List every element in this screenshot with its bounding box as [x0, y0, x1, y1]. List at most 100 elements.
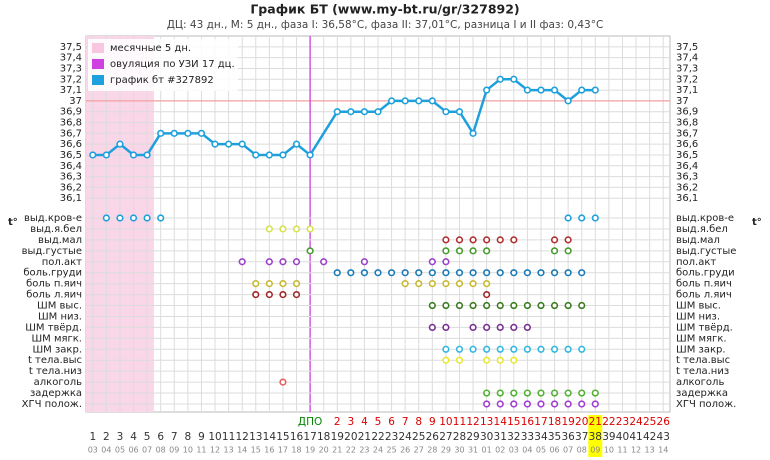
symptom-marker [537, 301, 545, 310]
date-label: 03 [88, 446, 98, 455]
symptom-marker [157, 214, 165, 222]
date-label: 12 [210, 446, 220, 455]
symptom-marker [564, 269, 572, 277]
temperature-point [496, 75, 504, 83]
row-label-right: алкоголь [676, 377, 724, 388]
row-label: пол.акт [42, 257, 82, 268]
symptom-marker [510, 269, 518, 277]
symptom-marker [252, 290, 260, 299]
symptom-marker [523, 345, 531, 353]
symptom-marker [496, 236, 504, 244]
x-tick-label: 9 [198, 431, 205, 443]
symptom-marker [564, 389, 572, 397]
highlight-day [588, 415, 603, 457]
dpo-label: 3 [347, 416, 354, 428]
symptom-marker [279, 378, 287, 386]
symptom-marker [564, 247, 572, 255]
legend-swatch [92, 75, 104, 85]
temperature-point [564, 97, 572, 105]
dpo-label: 14 [494, 416, 508, 428]
row-label-right: t тела.выс [676, 355, 730, 366]
date-label: 06 [128, 446, 138, 455]
row-label: выд.мал [38, 235, 82, 246]
row-label: выд.кров-е [24, 213, 82, 224]
row-label-right: пол.акт [676, 257, 716, 268]
y-tick-label-right: 37,1 [676, 85, 698, 96]
dpo-label: 22 [602, 416, 615, 428]
symptom-marker [265, 225, 273, 233]
row-label: боль л.яич [26, 290, 82, 301]
date-label: 23 [359, 446, 369, 455]
symptom-marker [510, 356, 518, 364]
dpo-label: 21 [589, 416, 602, 428]
y-tick-label: 37,3 [60, 63, 82, 74]
temperature-point [252, 151, 260, 159]
dpo-label: 11 [453, 416, 466, 428]
symptom-marker [442, 258, 450, 266]
temperature-point [292, 140, 301, 148]
date-label: 11 [617, 446, 627, 455]
symptom-marker [537, 269, 545, 277]
symptom-marker [523, 400, 531, 408]
symptom-marker [469, 269, 477, 277]
symptom-marker [455, 269, 464, 277]
symptom-marker [455, 236, 464, 244]
date-label: 27 [414, 446, 424, 455]
symptom-marker [455, 356, 464, 364]
date-label: 05 [115, 446, 125, 455]
x-tick-label: 42 [643, 431, 656, 443]
chart-subtitle: ДЦ: 43 дн., М: 5 дн., фаза I: 36,58°C, ф… [167, 19, 604, 31]
symptom-marker [469, 236, 477, 244]
temperature-point [374, 108, 382, 116]
date-label: 08 [156, 446, 166, 455]
symptom-marker [279, 225, 287, 233]
y-tick-label: 37 [69, 96, 82, 107]
row-label-right: ШМ выс. [676, 301, 721, 312]
row-label-right: ХГЧ полож. [676, 399, 736, 410]
x-tick-label: 34 [534, 431, 548, 443]
legend-swatch [92, 59, 104, 69]
symptom-marker [401, 280, 409, 288]
symptom-marker [320, 258, 328, 266]
symptom-marker [523, 301, 531, 310]
symptom-marker [510, 236, 518, 244]
dpo-label: 4 [361, 416, 368, 428]
symptom-marker [442, 236, 450, 244]
legend-label: график бт #327892 [110, 75, 214, 86]
row-label: боль.груди [23, 268, 82, 279]
symptom-marker [564, 400, 572, 408]
x-tick-label: 28 [453, 431, 466, 443]
symptom-marker [374, 269, 382, 277]
date-label: 30 [454, 446, 464, 455]
date-label: 21 [332, 446, 342, 455]
date-label: 15 [251, 446, 261, 455]
symptom-marker [510, 389, 518, 397]
temperature-point [469, 129, 477, 137]
symptom-marker [483, 389, 491, 397]
x-tick-label: 23 [385, 431, 398, 443]
x-tick-label: 2 [103, 431, 110, 443]
temperature-point [415, 97, 423, 105]
temperature-point [265, 151, 273, 159]
symptom-marker [442, 280, 450, 288]
y-tick-label: 37,1 [60, 85, 82, 96]
x-tick-label: 29 [466, 431, 479, 443]
x-tick-label: 22 [371, 431, 384, 443]
dpo-label: 24 [629, 416, 643, 428]
date-label: 08 [577, 446, 587, 455]
row-label-right: боль п.яич [676, 279, 732, 290]
dpo-label: 16 [521, 416, 535, 428]
x-tick-label: 25 [412, 431, 425, 443]
dpo-label: 20 [575, 416, 588, 428]
y-axis-label: t° [8, 217, 18, 228]
date-label: 13 [224, 446, 234, 455]
row-label-right: выд.я.бел [676, 224, 728, 235]
symptom-marker [510, 400, 518, 408]
symptom-marker [360, 258, 369, 266]
row-label-right: боль.груди [676, 268, 735, 279]
symptom-marker [510, 301, 518, 310]
symptom-marker [387, 269, 396, 277]
symptom-marker [591, 400, 599, 408]
row-label-right: ШМ твёрд. [676, 322, 733, 333]
